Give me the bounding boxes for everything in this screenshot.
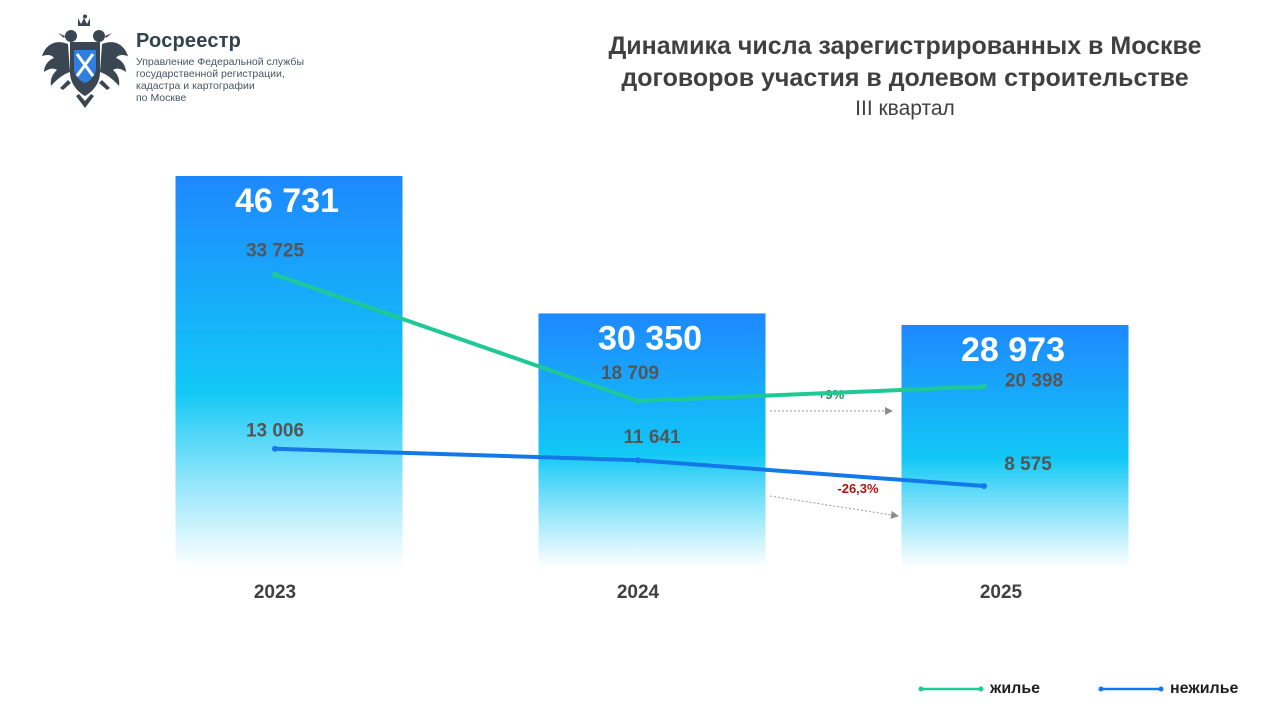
org-line-3: кадастра и картографии	[136, 80, 255, 92]
org-line-2: государственной регистрации,	[136, 68, 285, 80]
bar-total-2025	[901, 324, 1129, 568]
series-label-nonresidential-2024: 11 641	[623, 427, 680, 448]
chart-title-line2: договоров участия в долевом строительств…	[621, 64, 1189, 92]
chart-title-block: Динамика числа зарегистрированных в Моск…	[520, 30, 1278, 124]
org-line-4: по Москве	[136, 92, 187, 104]
legend-item-nonresidential: нежилье	[1098, 680, 1238, 698]
bar-total-label-2023: 46 731	[235, 182, 339, 220]
legend-item-residential: жилье	[918, 680, 1040, 698]
series-label-residential-2024: 18 709	[601, 363, 659, 384]
x-tick-label-2025: 2025	[980, 582, 1023, 603]
org-line-1: Управление Федеральной службы	[136, 56, 304, 68]
legend-label-residential: жилье	[990, 680, 1041, 697]
chart-subtitle: III квартал	[855, 97, 955, 120]
change-label-nonresidential: -26,3%	[837, 481, 879, 496]
series-label-residential-2023: 33 725	[246, 241, 305, 262]
bar-total-label-2025: 28 973	[961, 331, 1065, 369]
series-point-residential-2024	[635, 397, 641, 404]
series-point-nonresidential-2024	[635, 457, 641, 464]
series-point-nonresidential-2025	[981, 482, 987, 489]
x-tick-label-2023: 2023	[254, 582, 296, 603]
org-name: Росреестр	[136, 30, 242, 52]
legend-line-nonresidential-icon	[1098, 686, 1164, 692]
legend-line-residential-icon	[918, 686, 984, 692]
chart-title: Динамика числа зарегистрированных в Моск…	[608, 32, 1202, 60]
series-point-nonresidential-2023	[272, 445, 278, 452]
bar-total-2023	[175, 176, 403, 568]
series-label-residential-2025: 20 398	[1005, 371, 1063, 392]
series-point-residential-2025	[981, 383, 987, 390]
double-headed-eagle-icon	[42, 14, 128, 108]
bar-total-label-2024: 30 350	[598, 319, 702, 357]
rosreestr-logo: Росреестр Управление Федеральной службы …	[38, 14, 338, 114]
change-arrow-nonresidential	[769, 495, 899, 519]
x-tick-label-2024: 2024	[617, 582, 660, 603]
bar-total-2024	[538, 313, 766, 568]
legend-label-nonresidential: нежилье	[1170, 680, 1239, 697]
series-point-residential-2023	[272, 271, 278, 278]
series-label-nonresidential-2023: 13 006	[246, 421, 304, 442]
series-label-nonresidential-2025: 8 575	[1004, 454, 1052, 475]
